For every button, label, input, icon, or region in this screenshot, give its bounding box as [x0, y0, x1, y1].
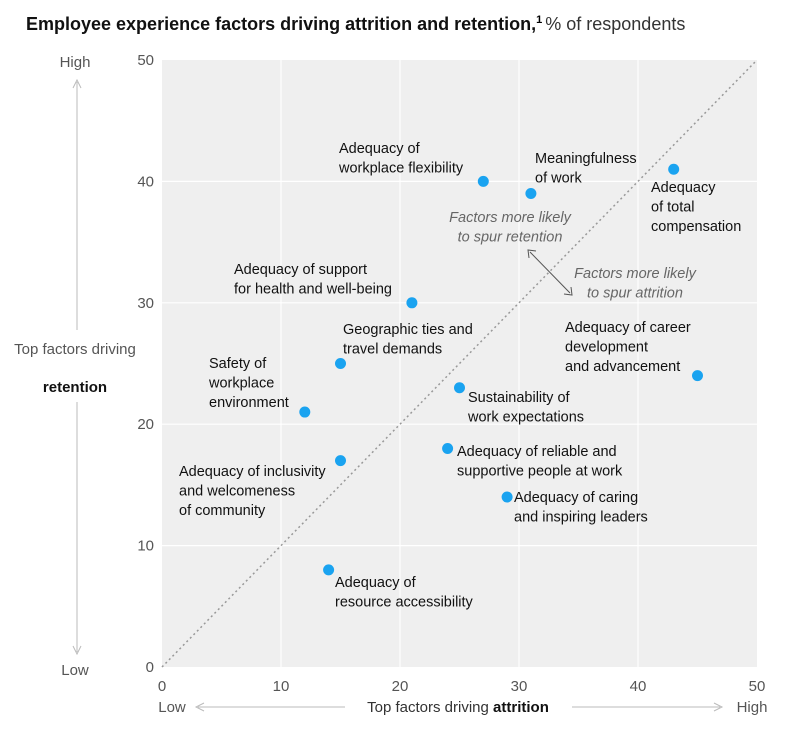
- data-point-label: of community: [179, 503, 266, 519]
- data-point: [335, 455, 346, 467]
- x-axis-low: Low: [158, 699, 186, 716]
- data-point-label: and welcomeness: [179, 484, 295, 500]
- y-axis-low: Low: [61, 662, 89, 679]
- data-point-group: Adequacy of total compensation: [651, 163, 741, 235]
- data-point: [335, 358, 346, 369]
- data-point: [323, 564, 335, 576]
- data-point-group: Sustainability of work expectations: [454, 382, 584, 426]
- annotation-text: Factors more likely: [574, 266, 696, 282]
- arrow-retention-icon: [527, 249, 537, 259]
- data-point-label: Adequacy of caring: [514, 490, 638, 506]
- data-point: [299, 406, 311, 418]
- data-point-label: of work: [535, 171, 582, 187]
- x-tick-label: 30: [511, 678, 528, 695]
- data-point-label: compensation: [651, 219, 741, 235]
- data-point-label: and inspiring leaders: [514, 510, 648, 526]
- data-point-group: Geographic ties and travel demands: [335, 322, 473, 369]
- data-point-group: Adequacy of resource accessibility: [323, 564, 474, 611]
- x-axis-label: Top factors driving attrition: [367, 699, 549, 716]
- arrow-up-icon: [72, 78, 82, 89]
- arrow-right-icon: [713, 702, 724, 712]
- chart-subtitle: % of respondents: [545, 14, 685, 34]
- data-point-label: for health and well-being: [234, 282, 392, 298]
- annotation-text: to spur attrition: [587, 286, 683, 302]
- data-point-label: Geographic ties and: [343, 322, 473, 338]
- data-point-label: Adequacy of reliable and: [457, 444, 617, 460]
- data-point-label: Sustainability of: [468, 390, 571, 406]
- annotation-text: to spur retention: [458, 230, 563, 246]
- data-point-label: Adequacy of: [339, 141, 421, 157]
- data-point-group: Safety of workplace environment: [208, 356, 311, 418]
- data-point-label: workplace: [208, 376, 274, 392]
- data-point: [525, 188, 537, 200]
- data-point: [442, 442, 454, 454]
- diagonal-reference-line: [161, 59, 758, 668]
- data-point-group: Adequacy of workplace flexibility: [338, 141, 489, 187]
- y-axis-label-bold: retention: [43, 379, 107, 396]
- data-point: [454, 382, 465, 394]
- data-point: [692, 370, 703, 382]
- data-point-label: development: [565, 340, 648, 356]
- arrow-down-icon: [72, 645, 82, 656]
- footnote-marker: 1: [536, 14, 542, 26]
- x-axis-high: High: [737, 699, 768, 716]
- data-point-label: Adequacy of career: [565, 320, 691, 336]
- x-tick-label: 50: [749, 678, 766, 695]
- x-tick-label: 20: [392, 678, 409, 695]
- data-point-label: and advancement: [565, 359, 680, 375]
- x-axis-label-prefix: Top factors driving: [367, 699, 489, 716]
- data-point: [477, 175, 489, 187]
- data-point-label: Adequacy of support: [234, 262, 367, 278]
- data-point-label: Safety of: [209, 356, 267, 372]
- data-point-label: supportive people at work: [457, 464, 623, 480]
- x-tick-label: 0: [158, 678, 166, 695]
- y-axis-label-prefix: Top factors driving: [14, 341, 136, 358]
- y-tick-label: 10: [137, 538, 154, 555]
- data-point-group: Adequacy of career development and advance…: [565, 320, 703, 382]
- data-point-label: of total: [651, 200, 695, 216]
- data-point-label: Adequacy of: [335, 575, 417, 591]
- x-tick-label: 40: [630, 678, 647, 695]
- y-axis-high: High: [60, 54, 91, 71]
- data-point: [668, 163, 680, 175]
- data-point-group: Adequacy of support for health and well-b…: [234, 262, 418, 309]
- y-tick-label: 40: [137, 173, 154, 190]
- annotation-text: Factors more likely: [449, 210, 571, 226]
- data-point-label: environment: [209, 395, 289, 411]
- data-point: [406, 297, 418, 309]
- data-point-group: Adequacy of inclusivity and welcomeness of…: [179, 455, 346, 519]
- data-point-label: travel demands: [343, 342, 442, 358]
- annotation-double-arrow: [529, 251, 571, 294]
- data-point: [501, 491, 513, 503]
- y-tick-label: 30: [137, 295, 154, 312]
- data-point-label: Meaningfulness: [535, 151, 637, 167]
- data-point-label: work expectations: [467, 410, 584, 426]
- arrow-left-icon: [194, 702, 205, 712]
- y-tick-label: 50: [137, 52, 154, 69]
- data-point-label: Adequacy of inclusivity: [179, 464, 326, 480]
- y-tick-label: 0: [146, 659, 154, 676]
- data-point-group: Adequacy of caring and inspiring leaders: [501, 490, 648, 526]
- data-point-group: Adequacy of reliable and supportive peopl…: [442, 442, 623, 480]
- x-axis-label-bold: attrition: [493, 699, 549, 716]
- data-point-label: resource accessibility: [335, 595, 474, 611]
- data-point-label: workplace flexibility: [338, 161, 464, 177]
- chart-title: Employee experience factors driving attr…: [26, 14, 536, 34]
- arrow-attrition-icon: [563, 286, 573, 296]
- x-tick-label: 10: [273, 678, 290, 695]
- data-point-label: Adequacy: [651, 180, 716, 196]
- data-point-group: Meaningfulness of work: [525, 151, 637, 200]
- y-tick-label: 20: [137, 416, 154, 433]
- chart-title-line: Employee experience factors driving attr…: [26, 14, 685, 34]
